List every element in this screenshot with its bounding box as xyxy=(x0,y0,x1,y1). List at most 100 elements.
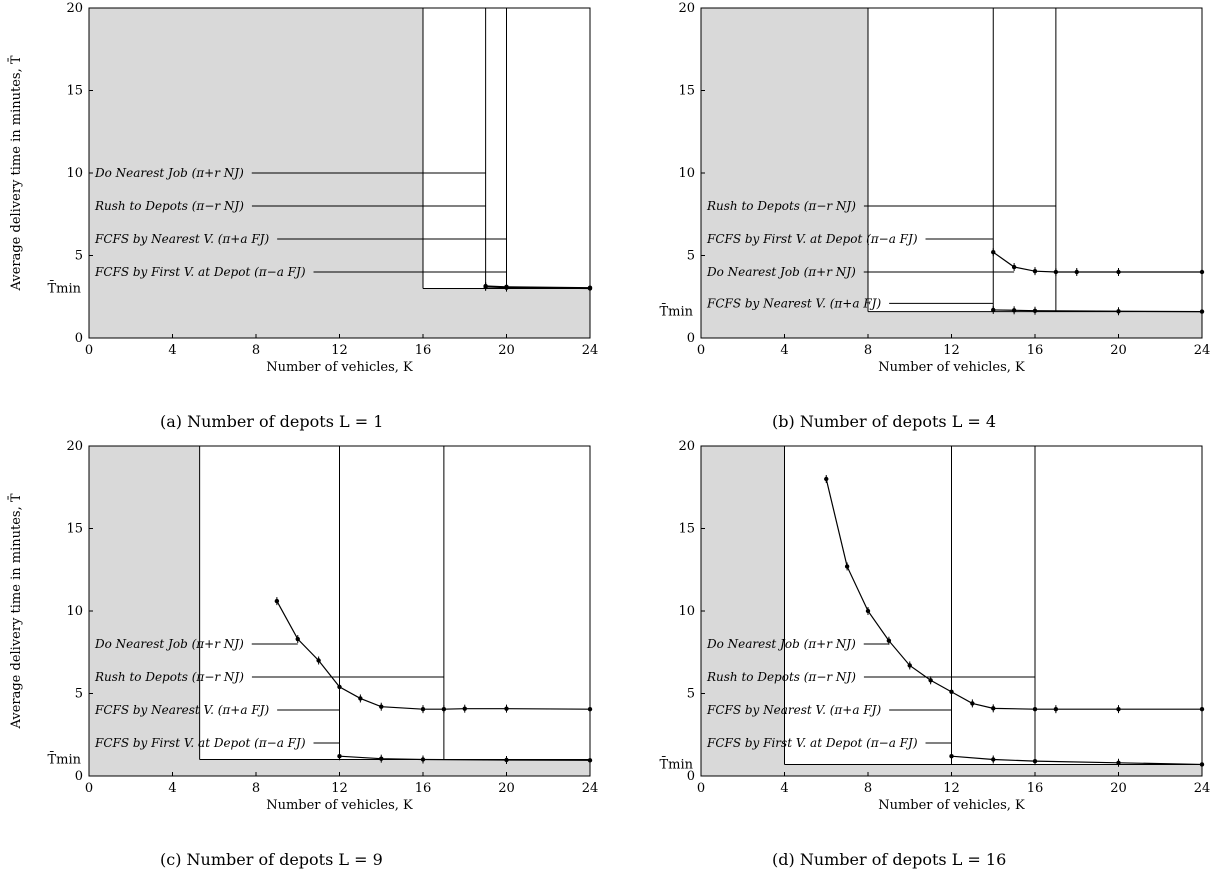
policy-label: Do Nearest Job (π+r NJ) xyxy=(706,637,856,651)
policy-label: FCFS by Nearest V. (π+a FJ) xyxy=(706,703,881,717)
y-axis-label: Average delivery time in minutes, T̄ xyxy=(8,493,24,729)
x-tick-label: 4 xyxy=(780,781,788,796)
data-point xyxy=(316,658,321,663)
data-point xyxy=(1053,706,1059,712)
x-tick-label: 0 xyxy=(697,781,705,796)
data-point xyxy=(587,706,593,712)
x-axis-label: Number of vehicles, K xyxy=(266,360,413,375)
x-axis-label: Number of vehicles, K xyxy=(878,798,1025,813)
y-tick-label: 15 xyxy=(678,84,695,99)
data-point xyxy=(949,754,954,759)
data-point xyxy=(441,706,447,712)
tmin-label: T̄min xyxy=(659,303,693,319)
policy-label: Rush to Depots (π−r NJ) xyxy=(94,670,244,684)
series-line xyxy=(951,755,1203,766)
x-tick-label: 16 xyxy=(1027,781,1044,796)
series-line xyxy=(992,251,1202,273)
x-tick-label: 8 xyxy=(252,781,260,796)
y-tick-label: 15 xyxy=(66,522,83,537)
chart-caption-d: (d) Number of depots L = 16 xyxy=(772,850,1007,869)
data-point xyxy=(1053,269,1059,275)
y-tick-label: 10 xyxy=(678,166,695,181)
data-point xyxy=(1116,269,1121,275)
y-tick-label: 5 xyxy=(687,687,695,702)
x-tick-label: 20 xyxy=(1110,343,1127,358)
x-tick-label: 24 xyxy=(1194,343,1211,358)
chart-caption-a: (a) Number of depots L = 1 xyxy=(160,412,384,431)
data-point xyxy=(1116,706,1121,712)
chart-panel-c: 0 4 8 12 16 20 24 0 5 10 15 20 T̄min Number of vehicl… xyxy=(0,438,612,876)
y-tick-label: 0 xyxy=(687,769,695,784)
x-tick-label: 0 xyxy=(697,343,705,358)
policy-label: FCFS by Nearest V. (π+a FJ) xyxy=(94,232,269,246)
tmin-label: T̄min xyxy=(47,280,81,296)
data-point xyxy=(462,706,467,711)
x-tick-label: 8 xyxy=(252,343,260,358)
infeasible-region xyxy=(89,446,590,776)
policy-label: Rush to Depots (π−r NJ) xyxy=(706,670,856,684)
chart-svg-a: 0 4 8 12 16 20 24 0 5 10 15 20 T̄min Number of vehicl… xyxy=(8,1,599,375)
x-tick-label: 4 xyxy=(168,343,176,358)
data-point xyxy=(587,286,593,291)
x-tick-label: 8 xyxy=(864,343,872,358)
series-line xyxy=(276,600,591,710)
x-tick-label: 20 xyxy=(498,343,515,358)
x-tick-label: 4 xyxy=(168,781,176,796)
data-point xyxy=(504,285,509,290)
x-tick-label: 4 xyxy=(780,343,788,358)
data-point xyxy=(1116,760,1121,765)
data-point xyxy=(1011,308,1017,313)
data-point xyxy=(295,636,300,642)
chart-panel-b: 0 4 8 12 16 20 24 0 5 10 15 20 T̄min Number of vehicl… xyxy=(612,0,1223,438)
data-point xyxy=(1116,309,1121,314)
data-point xyxy=(1074,269,1079,275)
x-tick-label: 20 xyxy=(498,781,515,796)
y-tick-label: 5 xyxy=(687,249,695,264)
data-point xyxy=(1199,762,1205,767)
data-point xyxy=(504,706,509,711)
data-point xyxy=(337,684,342,690)
y-tick-label: 20 xyxy=(66,1,83,16)
data-point xyxy=(991,307,996,313)
data-point xyxy=(1011,264,1017,270)
y-tick-label: 15 xyxy=(678,522,695,537)
data-point xyxy=(970,701,975,706)
y-tick-label: 20 xyxy=(66,439,83,454)
y-tick-label: 5 xyxy=(75,687,83,702)
data-point xyxy=(504,757,509,763)
infeasible-region xyxy=(701,446,1202,776)
y-tick-label: 0 xyxy=(75,331,83,346)
data-point xyxy=(274,598,280,604)
data-point xyxy=(1199,309,1205,314)
data-point xyxy=(907,663,912,668)
data-point xyxy=(991,757,996,762)
policy-label: FCFS by Nearest V. (π+a FJ) xyxy=(706,296,881,310)
x-axis-label: Number of vehicles, K xyxy=(266,798,413,813)
data-point xyxy=(844,564,850,569)
data-point xyxy=(886,638,892,643)
data-point xyxy=(1199,269,1205,275)
y-tick-label: 0 xyxy=(75,769,83,784)
x-tick-label: 0 xyxy=(85,343,93,358)
y-tick-label: 20 xyxy=(678,1,695,16)
data-point xyxy=(379,756,384,761)
x-axis-label: Number of vehicles, K xyxy=(878,360,1025,375)
policy-label: FCFS by First V. at Depot (π−a FJ) xyxy=(706,232,918,246)
policy-label: FCFS by Nearest V. (π+a FJ) xyxy=(94,703,269,717)
tmin-label: T̄min xyxy=(47,751,81,767)
policy-label: Do Nearest Job (π+r NJ) xyxy=(706,265,856,279)
x-tick-label: 24 xyxy=(582,343,599,358)
chart-caption-c: (c) Number of depots L = 9 xyxy=(160,850,383,869)
policy-label: FCFS by First V. at Depot (π−a FJ) xyxy=(706,736,918,750)
policy-label: Do Nearest Job (π+r NJ) xyxy=(94,166,244,180)
x-tick-label: 24 xyxy=(1194,781,1211,796)
y-tick-label: 10 xyxy=(66,604,83,619)
x-tick-label: 12 xyxy=(943,781,960,796)
data-point xyxy=(483,284,488,290)
x-tick-label: 12 xyxy=(331,343,348,358)
data-point xyxy=(1199,706,1205,712)
data-point xyxy=(991,706,996,711)
y-tick-label: 20 xyxy=(678,439,695,454)
data-point xyxy=(1032,758,1038,764)
data-point xyxy=(949,689,954,695)
